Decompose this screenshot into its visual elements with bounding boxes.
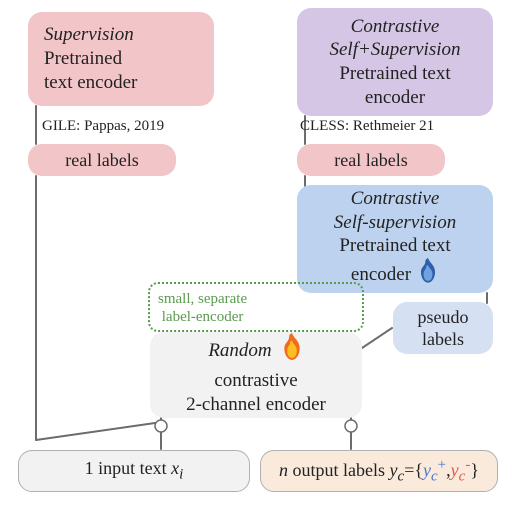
random-contrastive-encoder-box: Random contrastive 2-channel encoder	[150, 332, 362, 418]
random-sub1: contrastive	[214, 369, 297, 393]
output-neg-var: y	[451, 460, 459, 480]
selfsup-title2: Self-supervision	[334, 212, 456, 233]
supervision-sub1: Pretrained	[44, 47, 122, 71]
input-text-box: 1 input text xi	[18, 450, 250, 492]
input-sub: i	[179, 467, 183, 483]
output-pos-sup: +	[438, 457, 446, 473]
real-labels-left-box: real labels	[28, 144, 176, 176]
css-title1: Contrastive	[351, 16, 440, 37]
output-close: }	[470, 460, 479, 480]
selfsup-sub2: encoder	[351, 263, 411, 287]
flame-orange-icon	[280, 333, 304, 369]
output-eq: ={	[404, 460, 423, 480]
css-sub2: encoder	[365, 86, 425, 110]
output-text-content: n output labels yc={yc+,yc-}	[279, 456, 479, 486]
input-pre: 1 input text	[85, 458, 172, 478]
supervision-title: Supervision	[44, 24, 134, 45]
output-pos-var: y	[423, 460, 431, 480]
output-pre: n	[279, 460, 288, 480]
real-labels-left-text: real labels	[65, 149, 138, 172]
output-labels-box: n output labels yc={yc+,yc-}	[260, 450, 498, 492]
selfsup-sub1: Pretrained text	[339, 234, 450, 258]
pseudo-labels-box: pseudo labels	[393, 302, 493, 354]
note-line2: label-encoder	[158, 308, 247, 326]
random-title: Random	[208, 339, 271, 363]
flame-blue-icon	[417, 258, 439, 291]
output-mid: output labels	[288, 460, 390, 480]
output-pos-sub: c	[431, 468, 438, 484]
output-var: y	[390, 460, 398, 480]
pseudo-label1: pseudo	[418, 306, 469, 329]
small-separate-note: small, separate label-encoder	[158, 290, 247, 326]
random-sub2: 2-channel encoder	[186, 393, 326, 417]
supervision-encoder-box: Supervision Pretrained text encoder	[28, 12, 214, 106]
supervision-sub2: text encoder	[44, 71, 137, 95]
contrastive-selfsup-encoder-box: Contrastive Self-supervision Pretrained …	[297, 185, 493, 293]
note-line1: small, separate	[158, 290, 247, 308]
input-text-content: 1 input text xi	[85, 457, 184, 484]
contrastive-self-supervision-box: Contrastive Self+Supervision Pretrained …	[297, 8, 493, 116]
css-sub1: Pretrained text	[339, 62, 450, 86]
input-var: x	[171, 458, 179, 478]
citation-gile: GILE: Pappas, 2019	[42, 118, 164, 135]
real-labels-right-text: real labels	[334, 149, 407, 172]
citation-cless: CLESS: Rethmeier 21	[300, 118, 434, 135]
real-labels-right-box: real labels	[297, 144, 445, 176]
css-title2: Self+Supervision	[329, 39, 460, 60]
pseudo-label2: labels	[422, 328, 464, 351]
selfsup-title1: Contrastive	[351, 188, 440, 209]
